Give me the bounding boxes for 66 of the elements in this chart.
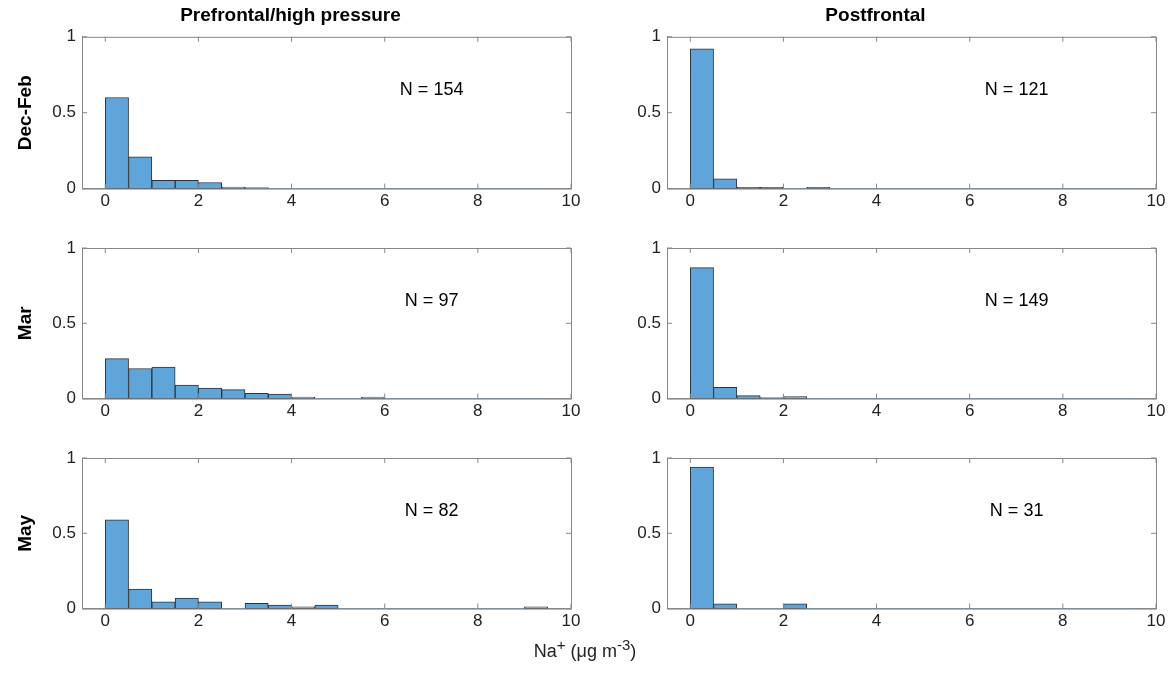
y-tick-label: 1 xyxy=(651,447,661,467)
annotation: N = 97 xyxy=(404,289,459,310)
x-tick-label: 0 xyxy=(100,401,111,421)
y-tick-label: 0.5 xyxy=(52,522,76,542)
x-tick-label: 10 xyxy=(1146,401,1166,421)
annotation: N = 31 xyxy=(989,499,1044,520)
chart-title: Postfrontal xyxy=(825,3,926,25)
y-tick-label: 0 xyxy=(651,598,661,618)
x-tick-label: 0 xyxy=(100,611,111,631)
annotation: N = 154 xyxy=(399,78,464,99)
y-tick-label: 1 xyxy=(66,26,76,46)
x-tick-label: 6 xyxy=(964,191,975,211)
x-tick-label: 0 xyxy=(100,191,111,211)
x-tick-label: 0 xyxy=(685,191,696,211)
y-tick-label: 0 xyxy=(66,388,76,408)
annotation: N = 82 xyxy=(404,499,459,520)
x-tick-label: 4 xyxy=(286,191,297,211)
x-tick-label: 10 xyxy=(561,611,581,631)
x-tick-label: 6 xyxy=(379,191,390,211)
x-tick-label: 2 xyxy=(193,611,204,631)
x-tick-label: 2 xyxy=(193,191,204,211)
y-tick-label: 0.5 xyxy=(637,312,661,332)
y-tick-label: 0 xyxy=(66,598,76,618)
y-tick-label: 1 xyxy=(651,26,661,46)
x-tick-label: 10 xyxy=(1146,611,1166,631)
x-tick-label: 10 xyxy=(1146,191,1166,211)
y-tick-label: 0 xyxy=(651,178,661,198)
x-tick-label: 6 xyxy=(964,401,975,421)
x-tick-label: 0 xyxy=(685,611,696,631)
x-tick-label: 8 xyxy=(473,611,483,631)
x-tick-label: 2 xyxy=(778,401,789,421)
x-tick-label: 4 xyxy=(871,401,882,421)
chart-title: Prefrontal/high pressure xyxy=(180,3,401,25)
x-tick-label: 8 xyxy=(473,401,483,421)
y-tick-label: 0 xyxy=(66,178,76,198)
x-tick-label: 8 xyxy=(1058,191,1068,211)
x-tick-label: 6 xyxy=(379,611,390,631)
y-tick-label: 0.5 xyxy=(637,522,661,542)
x-tick-label: 8 xyxy=(1058,611,1068,631)
x-tick-label: 4 xyxy=(286,611,297,631)
x-tick-label: 6 xyxy=(964,611,975,631)
x-tick-label: 0 xyxy=(685,401,696,421)
x-tick-label: 4 xyxy=(871,191,882,211)
x-tick-label: 10 xyxy=(561,191,581,211)
x-tick-label: 8 xyxy=(473,191,483,211)
y-tick-label: 1 xyxy=(651,237,661,257)
x-tick-label: 8 xyxy=(1058,401,1068,421)
y-axis-title: May xyxy=(13,514,35,552)
x-tick-label: 2 xyxy=(778,191,789,211)
x-tick-label: 2 xyxy=(193,401,204,421)
x-tick-label: 2 xyxy=(778,611,789,631)
y-tick-label: 0.5 xyxy=(637,102,661,122)
annotation: N = 121 xyxy=(984,78,1049,99)
x-tick-label: 4 xyxy=(871,611,882,631)
x-axis-title: Na$^{+}$ (μg m$^{-3}$) xyxy=(532,636,638,662)
y-tick-label: 1 xyxy=(66,237,76,257)
y-tick-label: 0.5 xyxy=(52,102,76,122)
y-axis-title: Mar xyxy=(13,305,35,341)
x-tick-label: 10 xyxy=(561,401,581,421)
annotation: N = 149 xyxy=(984,289,1049,310)
y-tick-label: 0.5 xyxy=(52,312,76,332)
y-tick-label: 0 xyxy=(651,388,661,408)
x-tick-label: 4 xyxy=(286,401,297,421)
y-tick-label: 1 xyxy=(66,447,76,467)
y-axis-title: Dec-Feb xyxy=(13,75,35,151)
x-tick-label: 6 xyxy=(379,401,390,421)
